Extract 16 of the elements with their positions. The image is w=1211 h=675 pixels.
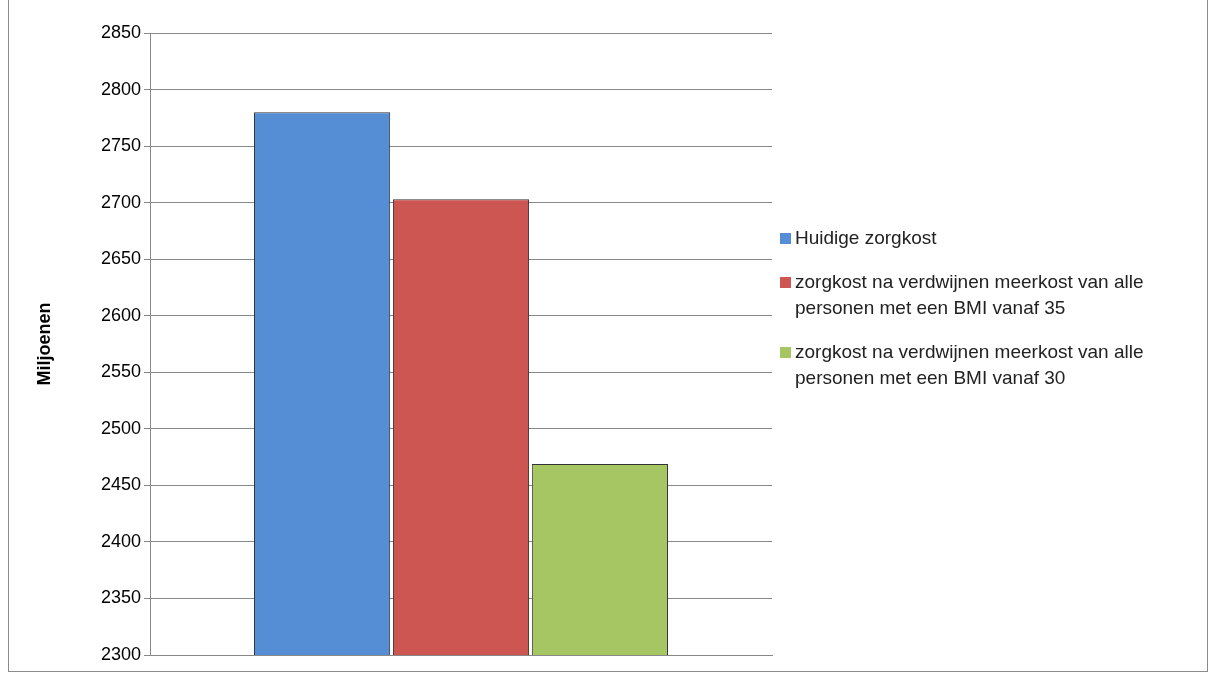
- y-tick-label: 2600: [100, 304, 141, 325]
- legend-label: Huidige zorgkost: [795, 226, 937, 250]
- y-tick-label: 2550: [100, 361, 141, 382]
- y-tick-label: 2450: [100, 474, 141, 495]
- y-tick-label: 2300: [100, 643, 141, 664]
- y-tick-label: 2500: [100, 417, 141, 438]
- y-tick-label: 2800: [100, 78, 141, 99]
- y-tick-label: 2750: [100, 135, 141, 156]
- legend-label: zorgkost na verdwijnen meerkost van alle personen met een BMI vanaf 30: [795, 340, 1145, 390]
- y-tick-label: 2850: [100, 21, 141, 42]
- y-tick-label: 2650: [100, 248, 141, 269]
- y-axis-title: Miljoenen: [33, 302, 54, 386]
- legend-label: zorgkost na verdwijnen meerkost van alle personen met een BMI vanaf 35: [795, 270, 1145, 320]
- y-tick-label: 2400: [100, 530, 141, 551]
- y-tick-label: 2350: [100, 587, 141, 608]
- y-tick-label: 2700: [100, 191, 141, 212]
